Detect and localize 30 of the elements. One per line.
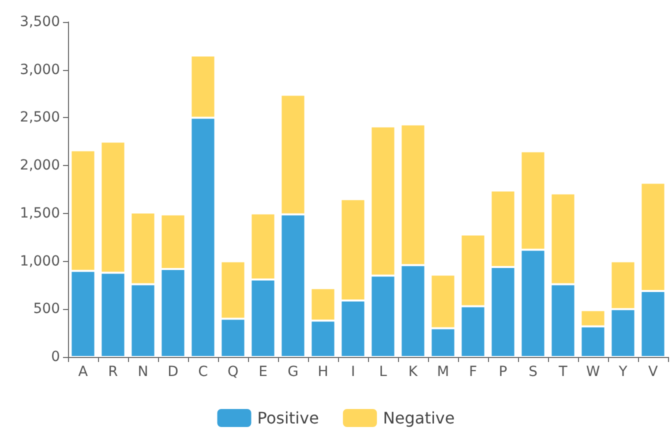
y-tick-label: 500: [33, 301, 60, 318]
x-tick-label: Y: [618, 364, 628, 380]
y-tick-label: 3,000: [20, 62, 60, 78]
x-tick-label: M: [436, 364, 450, 380]
x-tick-label: S: [528, 364, 538, 380]
x-tick-label: R: [108, 364, 118, 380]
x-tick-label: P: [498, 364, 508, 380]
legend-label: Negative: [382, 408, 455, 428]
x-tick-label: K: [408, 364, 418, 380]
legend-label: Positive: [257, 408, 319, 428]
x-tick-label: N: [138, 364, 148, 380]
x-tick-label: C: [198, 364, 208, 380]
y-tick-label: 2,500: [20, 110, 60, 126]
x-tick-label: E: [258, 364, 268, 380]
y-tick-label: 2,000: [20, 158, 60, 174]
x-tick-label: I: [350, 364, 356, 380]
x-tick-label: D: [168, 364, 178, 380]
x-tick-label: F: [468, 364, 478, 380]
x-tick-label: L: [379, 364, 388, 380]
y-tick-label: 3,500: [20, 14, 60, 30]
y-tick-label: 1,500: [20, 205, 60, 222]
x-tick-label: W: [586, 364, 600, 380]
y-tick-label: 0: [51, 349, 60, 365]
x-tick-label: Q: [227, 364, 239, 380]
x-tick-label: T: [558, 364, 568, 380]
y-tick-label: 1,000: [20, 253, 60, 270]
x-tick-label: G: [288, 364, 298, 380]
x-tick-label: A: [78, 364, 88, 380]
x-tick-label: V: [648, 364, 658, 380]
x-tick-label: H: [318, 364, 328, 380]
